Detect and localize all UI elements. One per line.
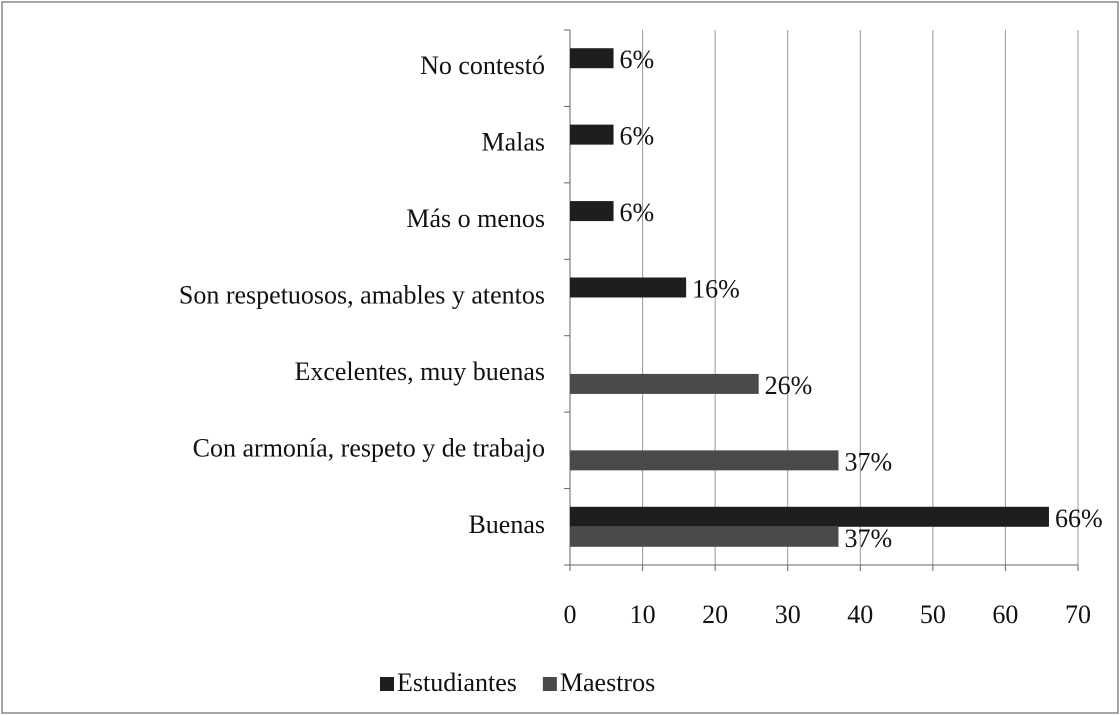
x-tick-label: 30 xyxy=(775,600,801,629)
y-tick-label: Con armonía, respeto y de trabajo xyxy=(193,433,545,462)
legend-label: Maestros xyxy=(560,668,655,697)
value-label: 6% xyxy=(620,122,655,151)
x-tick-label: 0 xyxy=(564,600,577,629)
y-tick-label: No contestó xyxy=(420,51,545,80)
legend-swatch xyxy=(542,677,557,691)
x-tick-label: 10 xyxy=(630,600,656,629)
x-tick-label: 70 xyxy=(1065,600,1091,629)
value-label: 37% xyxy=(845,447,893,476)
bar xyxy=(570,48,614,69)
legend-label: Estudiantes xyxy=(397,668,517,697)
value-label: 16% xyxy=(692,274,740,303)
y-tick-label: Malas xyxy=(481,128,545,157)
bar xyxy=(570,373,759,394)
bar xyxy=(570,450,839,471)
y-tick-label: Buenas xyxy=(468,510,545,539)
bar xyxy=(570,526,839,547)
legend-swatch xyxy=(380,677,394,691)
bar xyxy=(570,124,614,145)
y-tick-label: Son respetuosos, amables y atentos xyxy=(179,280,545,309)
value-label: 66% xyxy=(1055,504,1103,533)
x-tick-label: 50 xyxy=(920,600,946,629)
bar xyxy=(570,201,614,222)
bar xyxy=(570,277,687,298)
x-tick-label: 40 xyxy=(847,600,873,629)
bar xyxy=(570,506,1049,527)
y-tick-label: Más o menos xyxy=(406,204,545,233)
value-label: 6% xyxy=(620,198,655,227)
y-tick-label: Excelentes, muy buenas xyxy=(294,357,545,386)
value-label: 6% xyxy=(620,45,655,74)
value-label: 26% xyxy=(765,371,813,400)
value-label: 37% xyxy=(845,524,893,553)
x-tick-label: 60 xyxy=(992,600,1018,629)
x-tick-label: 20 xyxy=(702,600,728,629)
